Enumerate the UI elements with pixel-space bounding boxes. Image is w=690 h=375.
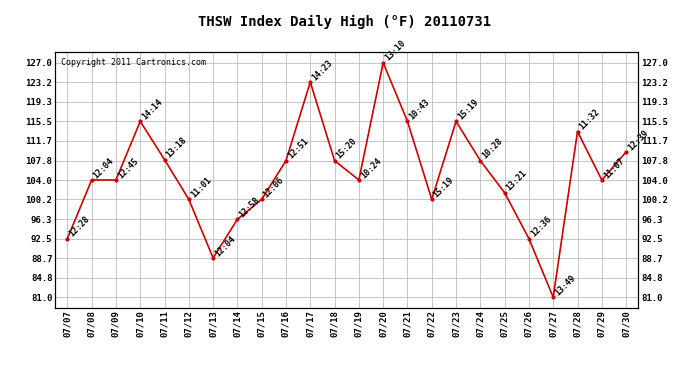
Text: 15:20: 15:20 [335,136,359,160]
Text: 12:04: 12:04 [92,156,116,180]
Text: 12:36: 12:36 [529,214,553,238]
Text: 15:19: 15:19 [456,97,480,122]
Text: 12:04: 12:04 [213,234,237,258]
Text: 10:24: 10:24 [359,156,383,180]
Text: 10:28: 10:28 [480,136,504,160]
Text: 12:39: 12:39 [626,128,650,152]
Text: 12:58: 12:58 [237,195,262,219]
Text: 11:01: 11:01 [189,176,213,200]
Text: 12:51: 12:51 [286,136,310,160]
Text: 14:14: 14:14 [140,97,164,122]
Text: THSW Index Daily High (°F) 20110731: THSW Index Daily High (°F) 20110731 [199,15,491,29]
Text: 10:43: 10:43 [408,97,431,122]
Text: 13:10: 13:10 [383,39,407,63]
Text: Copyright 2011 Cartronics.com: Copyright 2011 Cartronics.com [61,58,206,67]
Text: 12:06: 12:06 [262,176,286,200]
Text: 11:32: 11:32 [578,108,602,132]
Text: 12:28: 12:28 [68,214,91,238]
Text: 15:19: 15:19 [432,176,456,200]
Text: 13:21: 13:21 [504,169,529,193]
Text: 11:07: 11:07 [602,156,626,180]
Text: 13:18: 13:18 [164,135,188,160]
Text: 12:45: 12:45 [116,156,140,180]
Text: 13:49: 13:49 [553,273,578,297]
Text: 14:23: 14:23 [310,58,335,82]
